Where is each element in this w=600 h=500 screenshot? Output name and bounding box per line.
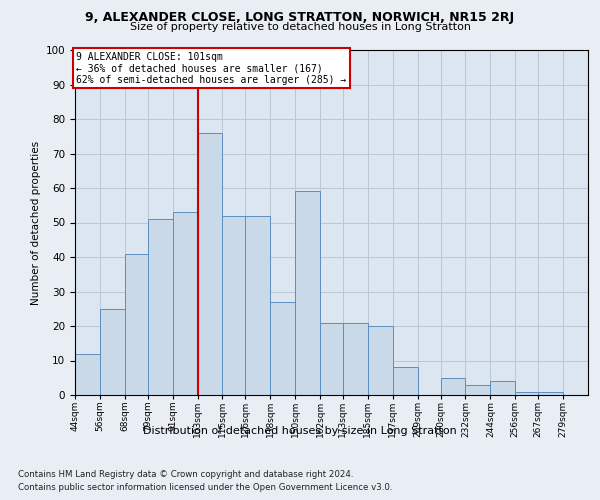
- Bar: [173, 212, 197, 395]
- Bar: [100, 308, 125, 395]
- Bar: [223, 216, 245, 395]
- Bar: [466, 384, 490, 395]
- Bar: [320, 322, 343, 395]
- Bar: [393, 368, 418, 395]
- Bar: [538, 392, 563, 395]
- Bar: [440, 378, 466, 395]
- Bar: [515, 392, 538, 395]
- Bar: [197, 133, 223, 395]
- Text: Size of property relative to detached houses in Long Stratton: Size of property relative to detached ho…: [130, 22, 470, 32]
- Text: 9 ALEXANDER CLOSE: 101sqm
← 36% of detached houses are smaller (167)
62% of semi: 9 ALEXANDER CLOSE: 101sqm ← 36% of detac…: [76, 52, 346, 85]
- Text: Contains public sector information licensed under the Open Government Licence v3: Contains public sector information licen…: [18, 484, 392, 492]
- Bar: [368, 326, 393, 395]
- Text: Contains HM Land Registry data © Crown copyright and database right 2024.: Contains HM Land Registry data © Crown c…: [18, 470, 353, 479]
- Bar: [75, 354, 100, 395]
- Bar: [245, 216, 270, 395]
- Text: 9, ALEXANDER CLOSE, LONG STRATTON, NORWICH, NR15 2RJ: 9, ALEXANDER CLOSE, LONG STRATTON, NORWI…: [85, 11, 515, 24]
- Bar: [343, 322, 368, 395]
- Bar: [270, 302, 295, 395]
- Text: Distribution of detached houses by size in Long Stratton: Distribution of detached houses by size …: [143, 426, 457, 436]
- Y-axis label: Number of detached properties: Number of detached properties: [31, 140, 41, 304]
- Bar: [148, 219, 173, 395]
- Bar: [295, 192, 320, 395]
- Bar: [490, 381, 515, 395]
- Bar: [125, 254, 148, 395]
